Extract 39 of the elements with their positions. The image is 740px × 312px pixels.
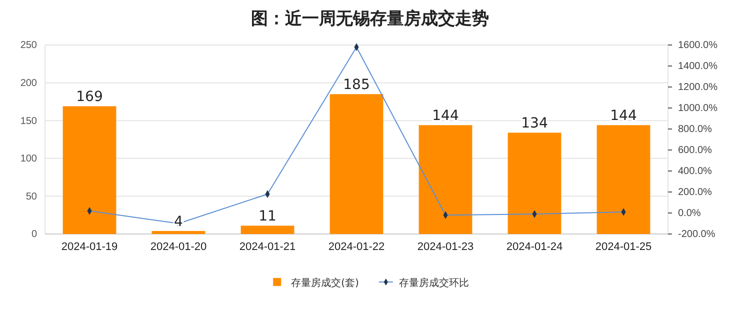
y2-tick-label: 1400.0% bbox=[678, 61, 718, 72]
y-tick-label: 0 bbox=[31, 229, 38, 240]
x-tick-label: 2024-01-22 bbox=[328, 240, 385, 253]
bar bbox=[152, 230, 206, 234]
y2-tick-label: 200.0% bbox=[678, 187, 712, 198]
y2-tick-label: -200.0% bbox=[678, 229, 716, 240]
y-tick-label: 250 bbox=[20, 40, 38, 52]
y2-tick-label: 800.0% bbox=[678, 124, 712, 136]
data-label: 144 bbox=[610, 108, 637, 124]
x-tick-label: 2024-01-23 bbox=[417, 240, 474, 253]
y-tick-label: 50 bbox=[26, 191, 38, 202]
y-tick-label: 150 bbox=[20, 116, 38, 127]
x-tick-label: 2024-01-20 bbox=[150, 240, 207, 253]
y-tick-label: 100 bbox=[20, 154, 38, 165]
bar bbox=[508, 132, 562, 234]
y2-tick-label: 1200.0% bbox=[678, 82, 718, 94]
y2-tick-label: 1000.0% bbox=[678, 103, 718, 114]
chart-title: 图：近一周无锡存量房成交走势 bbox=[251, 9, 489, 29]
data-label: 134 bbox=[521, 116, 548, 132]
y2-tick-label: 400.0% bbox=[678, 166, 712, 178]
legend-label: 存量房成交(套) bbox=[291, 277, 359, 289]
x-tick-label: 2024-01-24 bbox=[506, 240, 563, 253]
x-tick-label: 2024-01-19 bbox=[61, 240, 118, 253]
data-label: 11 bbox=[258, 208, 276, 225]
x-tick-label: 2024-01-25 bbox=[595, 240, 652, 253]
data-label: 169 bbox=[76, 89, 103, 106]
y2-tick-label: 0.0% bbox=[678, 208, 701, 220]
legend-label: 存量房成交环比 bbox=[398, 277, 469, 289]
y-tick-label: 200 bbox=[20, 78, 38, 89]
x-tick-label: 2024-01-21 bbox=[239, 240, 296, 253]
y2-tick-label: 1600.0% bbox=[678, 40, 718, 52]
data-label: 144 bbox=[432, 108, 459, 124]
bar bbox=[330, 94, 384, 234]
bar bbox=[240, 226, 294, 234]
y2-tick-label: 600.0% bbox=[678, 145, 712, 156]
bar bbox=[62, 106, 116, 234]
data-label: 185 bbox=[343, 77, 370, 94]
bar bbox=[418, 125, 472, 234]
bar bbox=[596, 125, 650, 234]
